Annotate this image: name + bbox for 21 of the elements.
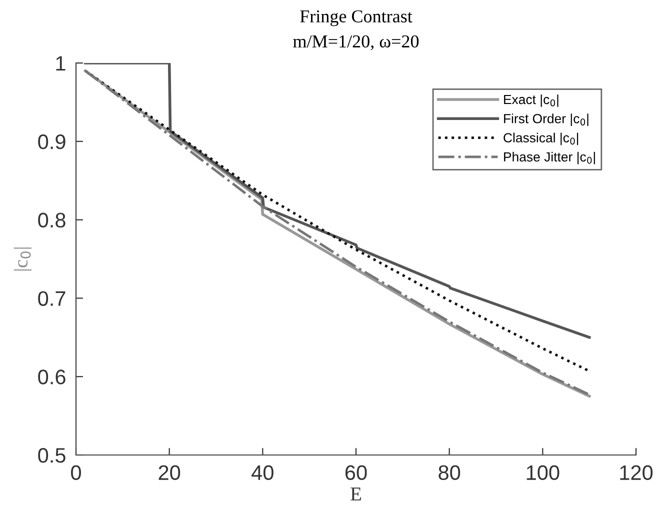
x-tick-label: 60 [345, 465, 367, 480]
y-tick-label: 0.5 [38, 448, 66, 463]
legend-label: Phase Jitter |c$_{0}$| [504, 152, 595, 164]
y-tick-label: 0.6 [38, 370, 66, 384]
chart-subtitle: m/M=1/20, ω=20 [293, 35, 419, 50]
x-tick-label: 0 [71, 465, 81, 480]
y-axis-title: |c$_{0}$| [14, 248, 32, 270]
x-tick-label: 40 [252, 465, 274, 480]
legend-label: Exact |c$_{0}$| [504, 94, 558, 107]
y-tick-label: 1 [56, 56, 66, 71]
x-tick-label: 100 [526, 465, 560, 480]
x-tick-label: 80 [438, 465, 460, 480]
x-tick-label: 120 [620, 465, 653, 480]
y-tick-label: 0.8 [38, 212, 66, 228]
legend-label: First Order |c$_{0}$| [504, 114, 588, 126]
x-tick-label: 20 [158, 465, 180, 480]
x-axis-title: E [350, 488, 361, 500]
y-tick-label: 0.9 [38, 134, 66, 150]
y-tick-label: 0.7 [38, 291, 66, 306]
legend-label: Classical |c$_{0}$| [504, 132, 578, 146]
chart-title: Fringe Contrast [300, 10, 412, 26]
